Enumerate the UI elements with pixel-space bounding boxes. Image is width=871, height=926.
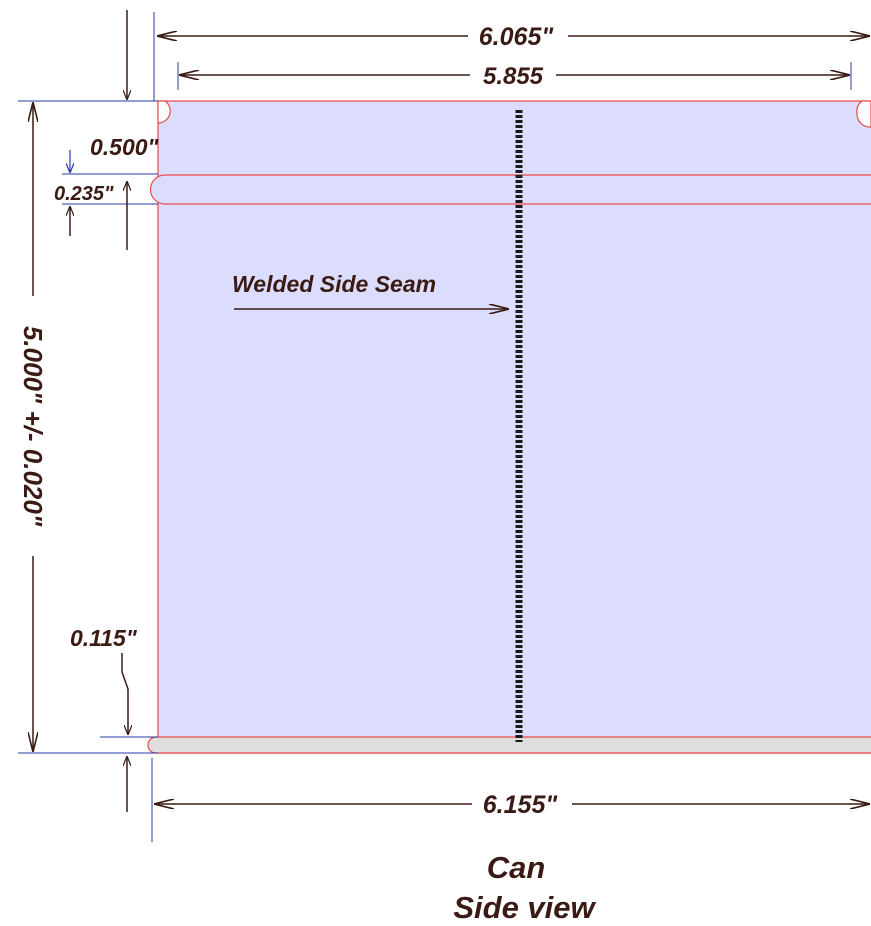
label-height: 5.000" +/- 0.020"	[18, 326, 48, 527]
bg-inner-width	[470, 62, 556, 90]
can-body-panel	[157, 100, 871, 754]
leader-flange	[121, 653, 128, 734]
label-bottom-flange: 0.115"	[70, 625, 138, 651]
caption-title: Can	[487, 850, 546, 885]
bg-bottom-width	[472, 790, 572, 818]
caption-subtitle: Side view	[453, 890, 596, 925]
bg-height	[18, 296, 48, 556]
label-top-bead-offset: 0.500"	[90, 134, 160, 160]
top-right-notch	[856, 100, 871, 128]
label-backgrounds	[18, 22, 572, 818]
label-bottom-width: 6.155"	[483, 791, 559, 819]
top-bead	[149, 174, 871, 205]
can-body	[147, 100, 871, 754]
label-bead-height: 0.235"	[54, 183, 114, 205]
label-seam: Welded Side Seam	[232, 271, 436, 297]
top-left-notch	[157, 100, 171, 124]
bottom-flange	[147, 736, 871, 754]
extension-lines	[18, 12, 852, 842]
bg-outer-width	[468, 22, 568, 50]
label-outer-width: 6.065"	[479, 23, 555, 51]
label-inner-width: 5.855	[483, 63, 544, 90]
